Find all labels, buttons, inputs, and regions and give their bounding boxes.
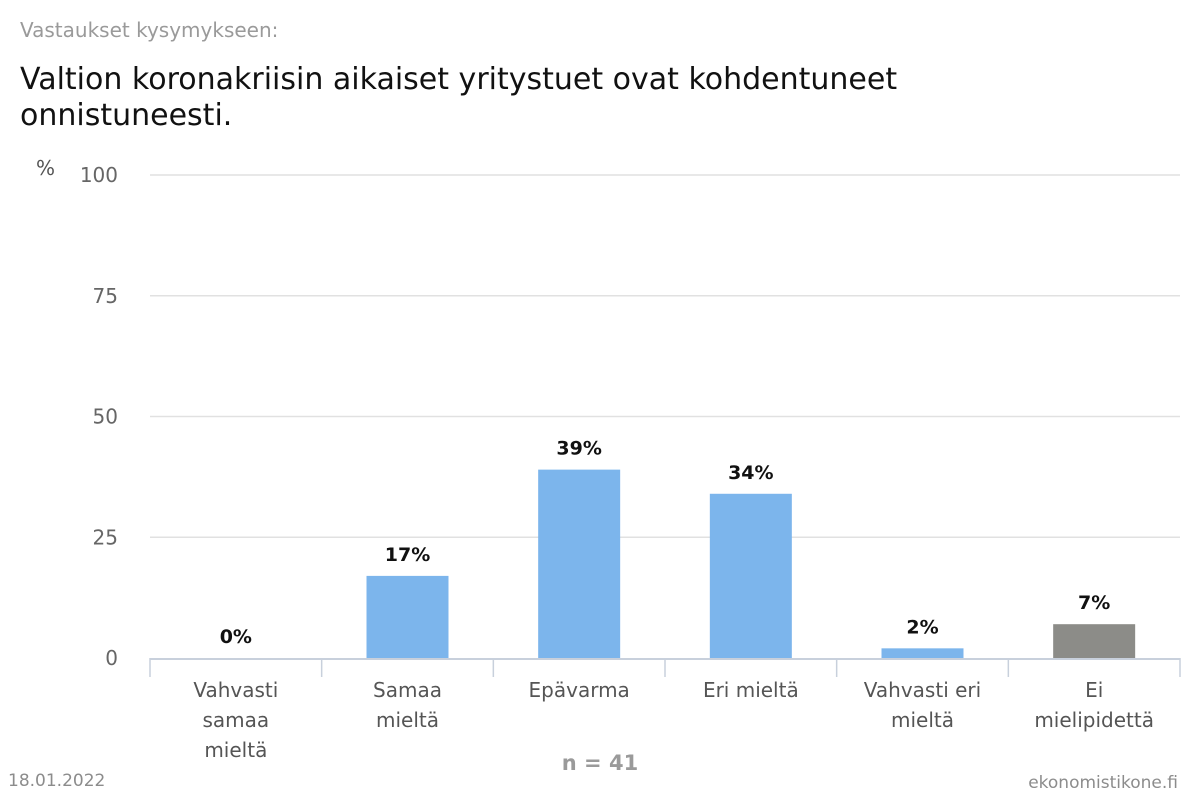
bar bbox=[538, 469, 621, 658]
x-tick-label: samaa bbox=[202, 708, 269, 732]
bar bbox=[1053, 624, 1136, 658]
x-tick-label: Ei bbox=[1085, 678, 1103, 702]
y-tick-label: 25 bbox=[93, 525, 118, 549]
data-label: 17% bbox=[385, 544, 430, 566]
x-tick-label: Vahvasti bbox=[193, 678, 278, 702]
data-label: 39% bbox=[556, 438, 601, 460]
y-axis-label: % bbox=[36, 156, 55, 180]
data-label: 7% bbox=[1078, 592, 1110, 614]
bar bbox=[881, 648, 964, 658]
x-tick-label: Samaa bbox=[373, 678, 442, 702]
data-label: 2% bbox=[906, 616, 938, 638]
x-tick-label: Eri mieltä bbox=[703, 678, 799, 702]
x-tick-label: mieltä bbox=[204, 738, 267, 762]
sample-size-label: n = 41 bbox=[562, 751, 638, 775]
data-label: 34% bbox=[728, 462, 773, 484]
x-tick-label: Vahvasti eri bbox=[864, 678, 981, 702]
bar bbox=[709, 493, 792, 658]
y-tick-label: 0 bbox=[105, 646, 118, 670]
data-label: 0% bbox=[220, 626, 252, 648]
y-tick-label: 100 bbox=[80, 163, 118, 187]
footer-date: 18.01.2022 bbox=[8, 771, 106, 791]
chart-subtitle: Vastaukset kysymykseen: bbox=[20, 18, 279, 42]
chart-title: Valtion koronakriisin aikaiset yritystue… bbox=[20, 62, 898, 133]
y-tick-label: 50 bbox=[93, 405, 118, 429]
x-tick-label: Epävarma bbox=[529, 678, 630, 702]
x-tick-label: mielipidettä bbox=[1034, 708, 1154, 732]
x-tick-label: mieltä bbox=[376, 708, 439, 732]
bar bbox=[366, 575, 449, 658]
y-tick-label: 75 bbox=[93, 284, 118, 308]
x-tick-label: mieltä bbox=[891, 708, 954, 732]
footer-site: ekonomistikone.fi bbox=[1028, 773, 1178, 793]
